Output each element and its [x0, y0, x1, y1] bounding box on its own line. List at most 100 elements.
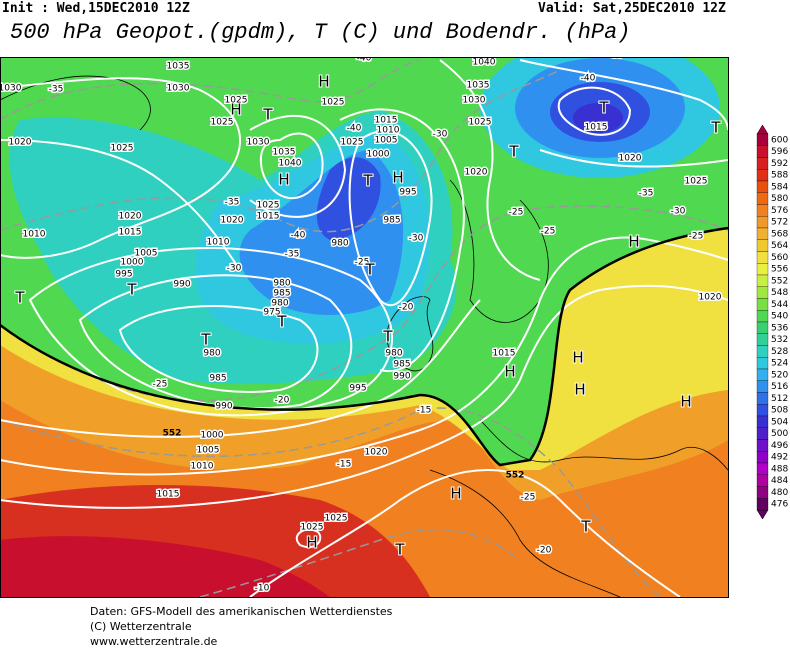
- colorbar-cell: [756, 192, 769, 205]
- pressure-label: 1020: [119, 212, 142, 222]
- temperature-label: -25: [509, 208, 524, 218]
- pressure-label: 990: [215, 402, 232, 412]
- isobars: [0, 59, 728, 597]
- footer-url: www.wetterzentrale.de: [90, 635, 218, 648]
- colorbar-cell: [756, 404, 769, 417]
- pressure-center: T: [14, 289, 25, 307]
- pressure-center: H: [574, 381, 585, 399]
- pressure-label: 1015: [257, 212, 280, 222]
- colorbar-tick-label: 600: [771, 135, 788, 145]
- pressure-label: 1040: [473, 58, 496, 68]
- pressure-label: 1030: [0, 84, 22, 94]
- colorbar-tick-label: 548: [771, 288, 788, 298]
- pressure-center: T: [508, 143, 519, 161]
- pressure-label: 1025: [111, 144, 134, 154]
- colorbar-tick-label: 528: [771, 347, 788, 357]
- pressure-label: 1000: [121, 258, 144, 268]
- colorbar-cell: [756, 462, 769, 475]
- pressure-label: 1025: [211, 118, 234, 128]
- pressure-label: 1000: [201, 431, 224, 441]
- pressure-center: T: [126, 281, 137, 299]
- pressure-center: H: [318, 73, 329, 91]
- footer-copyright: (C) Wetterzentrale: [90, 620, 192, 633]
- colorbar-cell: [756, 321, 769, 334]
- temperature-label: -40: [291, 231, 306, 241]
- temperature-label: -35: [285, 250, 300, 260]
- temperature-label: -25: [521, 493, 536, 503]
- colorbar-tick-label: 516: [771, 382, 788, 392]
- colorbar-tick-label: 572: [771, 218, 788, 228]
- colorbar-cell: [756, 392, 769, 405]
- pressure-center: T: [362, 172, 373, 190]
- pressure-label: 1000: [367, 150, 390, 160]
- temperature-isolines: [0, 59, 728, 597]
- colorbar-cell: [756, 310, 769, 323]
- pressure-label: 980: [271, 299, 288, 309]
- temperature-label: -25: [355, 258, 370, 268]
- colorbar-cell: [756, 286, 769, 299]
- pressure-label: 1020: [465, 168, 488, 178]
- temperature-label: -25: [689, 232, 704, 242]
- colorbar-tick-label: 544: [771, 300, 788, 310]
- colorbar-tick-label: 596: [771, 147, 788, 157]
- pressure-label: 985: [393, 360, 410, 370]
- colorbar-cell: [756, 180, 769, 193]
- pressure-label: 995: [115, 270, 132, 280]
- pressure-label: 1025: [325, 514, 348, 524]
- pressure-label: 975: [263, 308, 280, 318]
- temperature-label: -20: [537, 546, 552, 556]
- pressure-label: 1025: [257, 201, 280, 211]
- colorbar-tick-label: 532: [771, 335, 788, 345]
- pressure-label: 1025: [322, 98, 345, 108]
- pressure-label: 1010: [207, 238, 230, 248]
- map-area: 1035103010251025102010251030103510401025…: [0, 54, 728, 597]
- colorbar-tick-label: 500: [771, 429, 788, 439]
- pressure-label: 1025: [341, 138, 364, 148]
- colorbar-tick-label: 536: [771, 323, 788, 333]
- temperature-label: -35: [225, 198, 240, 208]
- coastlines: [0, 75, 728, 597]
- pressure-label: 990: [393, 372, 410, 382]
- temperature-label: -25: [153, 380, 168, 390]
- footer-source: Daten: GFS-Modell des amerikanischen Wet…: [90, 605, 393, 618]
- colorbar-tick-label: 480: [771, 488, 788, 498]
- pressure-center: T: [598, 99, 609, 117]
- pressure-label: 980: [203, 349, 220, 359]
- temperature-label: -40: [357, 54, 372, 64]
- contour-label: 552: [163, 429, 182, 439]
- colorbar-cell: [756, 216, 769, 229]
- temperature-label: -25: [541, 227, 556, 237]
- colorbar-cell: [756, 251, 769, 264]
- pressure-label: 1020: [221, 216, 244, 226]
- temperature-label: -30: [409, 234, 424, 244]
- pressure-label: 995: [349, 384, 366, 394]
- colorbar-cell: [756, 227, 769, 240]
- pressure-label: 1015: [585, 123, 608, 133]
- colorbar-cell: [756, 345, 769, 358]
- colorbar-tick-label: 508: [771, 406, 788, 416]
- pressure-label: 985: [273, 289, 290, 299]
- colorbar-tick-label: 588: [771, 171, 788, 181]
- colorbar-cell: [756, 451, 769, 464]
- colorbar-tick-label: 564: [771, 241, 788, 251]
- pressure-label: 1035: [167, 62, 190, 72]
- pressure-label: 980: [331, 239, 348, 249]
- temperature-label: -20: [399, 303, 414, 313]
- colorbar-cell: [756, 274, 769, 287]
- colorbar: 6005965925885845805765725685645605565525…: [756, 124, 788, 520]
- colorbar-arrow-top: [756, 124, 769, 135]
- colorbar-cell: [756, 133, 769, 146]
- temperature-label: -40: [581, 74, 596, 84]
- colorbar-tick-label: 592: [771, 159, 788, 169]
- colorbar-tick-label: 540: [771, 312, 788, 322]
- temperature-label: -20: [275, 396, 290, 406]
- map-labels: 1035103010251025102010251030103510401025…: [0, 54, 723, 595]
- pressure-label: 995: [399, 188, 416, 198]
- pressure-center: T: [200, 331, 211, 349]
- colorbar-tick-label: 580: [771, 194, 788, 204]
- pressure-label: 990: [173, 280, 190, 290]
- pressure-label: 1015: [493, 349, 516, 359]
- temperature-label: -30: [227, 264, 242, 274]
- temperature-label: -30: [433, 130, 448, 140]
